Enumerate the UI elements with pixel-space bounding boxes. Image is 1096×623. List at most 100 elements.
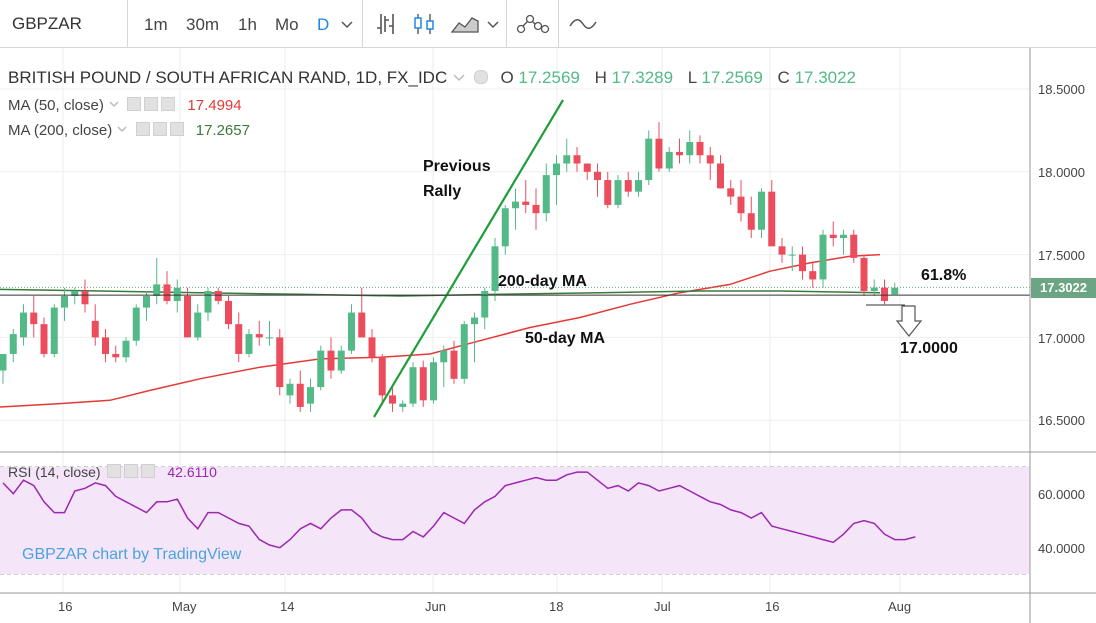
previous-rally-line: [373, 99, 564, 418]
ma200-legend: MA (200, close) 17.2657: [8, 122, 250, 139]
area-chart-icon[interactable]: [450, 12, 480, 36]
chevron-down-icon[interactable]: [108, 100, 120, 110]
price-tick-17: 17.0000: [1038, 331, 1085, 346]
candle-body: [194, 312, 202, 338]
chevron-down-icon[interactable]: [116, 125, 128, 135]
current-price-badge: 17.3022: [1031, 278, 1096, 298]
candle-body: [491, 246, 499, 292]
price-tick-18-5: 18.5000: [1038, 82, 1085, 97]
candle-body: [737, 196, 745, 214]
candle-body: [337, 350, 345, 371]
candle-body: [327, 350, 335, 371]
candle-body: [450, 350, 458, 379]
candle-body: [635, 180, 642, 192]
candle-body: [501, 208, 509, 247]
candle-body: [9, 334, 17, 354]
candle-body: [112, 353, 120, 358]
rsi-line: [2, 471, 916, 549]
close-icon[interactable]: [141, 464, 156, 478]
chart-canvas[interactable]: [0, 48, 1096, 623]
candle-body: [266, 337, 273, 339]
candle-body: [20, 312, 27, 338]
close-icon[interactable]: [161, 97, 176, 111]
visibility-icon[interactable]: [127, 97, 142, 111]
candle-body: [389, 395, 396, 404]
candle-body: [778, 246, 786, 255]
candle-body: [870, 287, 878, 292]
low-label: L: [687, 68, 697, 87]
candle-body: [676, 151, 683, 156]
interval-mo[interactable]: Mo: [275, 15, 299, 34]
price-tick-17-5: 17.5000: [1038, 248, 1085, 263]
chevron-down-icon[interactable]: [452, 73, 466, 83]
candle-body: [235, 324, 243, 354]
interval-30m[interactable]: 30m: [186, 15, 220, 34]
time-tick-jun: Jun: [425, 599, 446, 614]
compare-icon[interactable]: [568, 12, 598, 36]
candle-body: [307, 387, 314, 404]
high-value: 17.3289: [611, 68, 674, 87]
candle-body: [583, 163, 591, 172]
candle-body: [460, 324, 468, 379]
bar-chart-icon[interactable]: [375, 12, 401, 36]
candle-body: [91, 320, 99, 338]
candle-body: [204, 291, 212, 313]
interval-d[interactable]: D: [317, 15, 330, 34]
candle-body: [122, 340, 130, 358]
indicators-icon[interactable]: [516, 12, 550, 36]
candle-body: [542, 175, 550, 214]
annotation-target: 17.0000: [900, 340, 958, 357]
price-tick-18: 18.0000: [1038, 165, 1085, 180]
time-tick-jul: Jul: [654, 599, 671, 614]
gear-icon[interactable]: [152, 122, 167, 136]
candle-body: [665, 151, 673, 169]
candle-body: [788, 254, 796, 256]
visibility-icon[interactable]: [135, 122, 150, 136]
candle-body: [758, 191, 765, 230]
candle-body: [727, 188, 735, 197]
candle-body: [153, 284, 161, 296]
candle-body: [512, 201, 519, 209]
candle-body: [348, 312, 355, 351]
tradingview-watermark: GBPZAR chart by TradingView: [22, 546, 242, 563]
gear-icon[interactable]: [124, 464, 139, 478]
candle-body: [850, 234, 858, 258]
candle-body: [50, 307, 58, 354]
gear-icon[interactable]: [144, 97, 159, 111]
visibility-icon[interactable]: [107, 464, 122, 478]
ma50-legend: MA (50, close) 17.4994: [8, 97, 242, 114]
ma50-line: [0, 253, 881, 408]
symbol-search[interactable]: GBPZAR: [0, 0, 128, 48]
candle-body: [799, 254, 806, 272]
candles-icon[interactable]: [411, 12, 437, 36]
candle-body: [71, 291, 79, 296]
candle-body: [430, 362, 437, 401]
candle-body: [860, 257, 868, 292]
candle-body: [706, 155, 714, 164]
candle-body: [747, 213, 755, 230]
candle-body: [30, 312, 38, 325]
candle-body: [440, 350, 448, 363]
candle-body: [173, 287, 181, 301]
candle-body: [471, 317, 478, 325]
time-tick-18: 18: [549, 599, 564, 614]
rsi-label: RSI (14, close): [8, 464, 101, 480]
close-label: C: [777, 68, 790, 87]
top-toolbar: GBPZAR 1m 30m 1h Mo D: [0, 0, 1096, 48]
chevron-down-icon[interactable]: [486, 12, 500, 36]
interval-1h[interactable]: 1h: [238, 15, 257, 34]
close-icon[interactable]: [169, 122, 184, 136]
candle-body: [358, 312, 366, 338]
main-legend: BRITISH POUND / SOUTH AFRICAN RAND, 1D, …: [8, 68, 856, 88]
price-tick-16-5: 16.5000: [1038, 413, 1085, 428]
chevron-down-icon[interactable]: [340, 12, 354, 36]
candle-body: [573, 155, 581, 164]
candle-body: [102, 337, 109, 354]
candle-body: [604, 180, 612, 205]
annotation-previous: Previous: [423, 158, 491, 175]
candle-body: [768, 191, 776, 247]
candle-body: [553, 163, 560, 176]
visibility-icon[interactable]: [473, 70, 488, 84]
interval-1m[interactable]: 1m: [144, 15, 168, 34]
candle-body: [829, 234, 837, 239]
